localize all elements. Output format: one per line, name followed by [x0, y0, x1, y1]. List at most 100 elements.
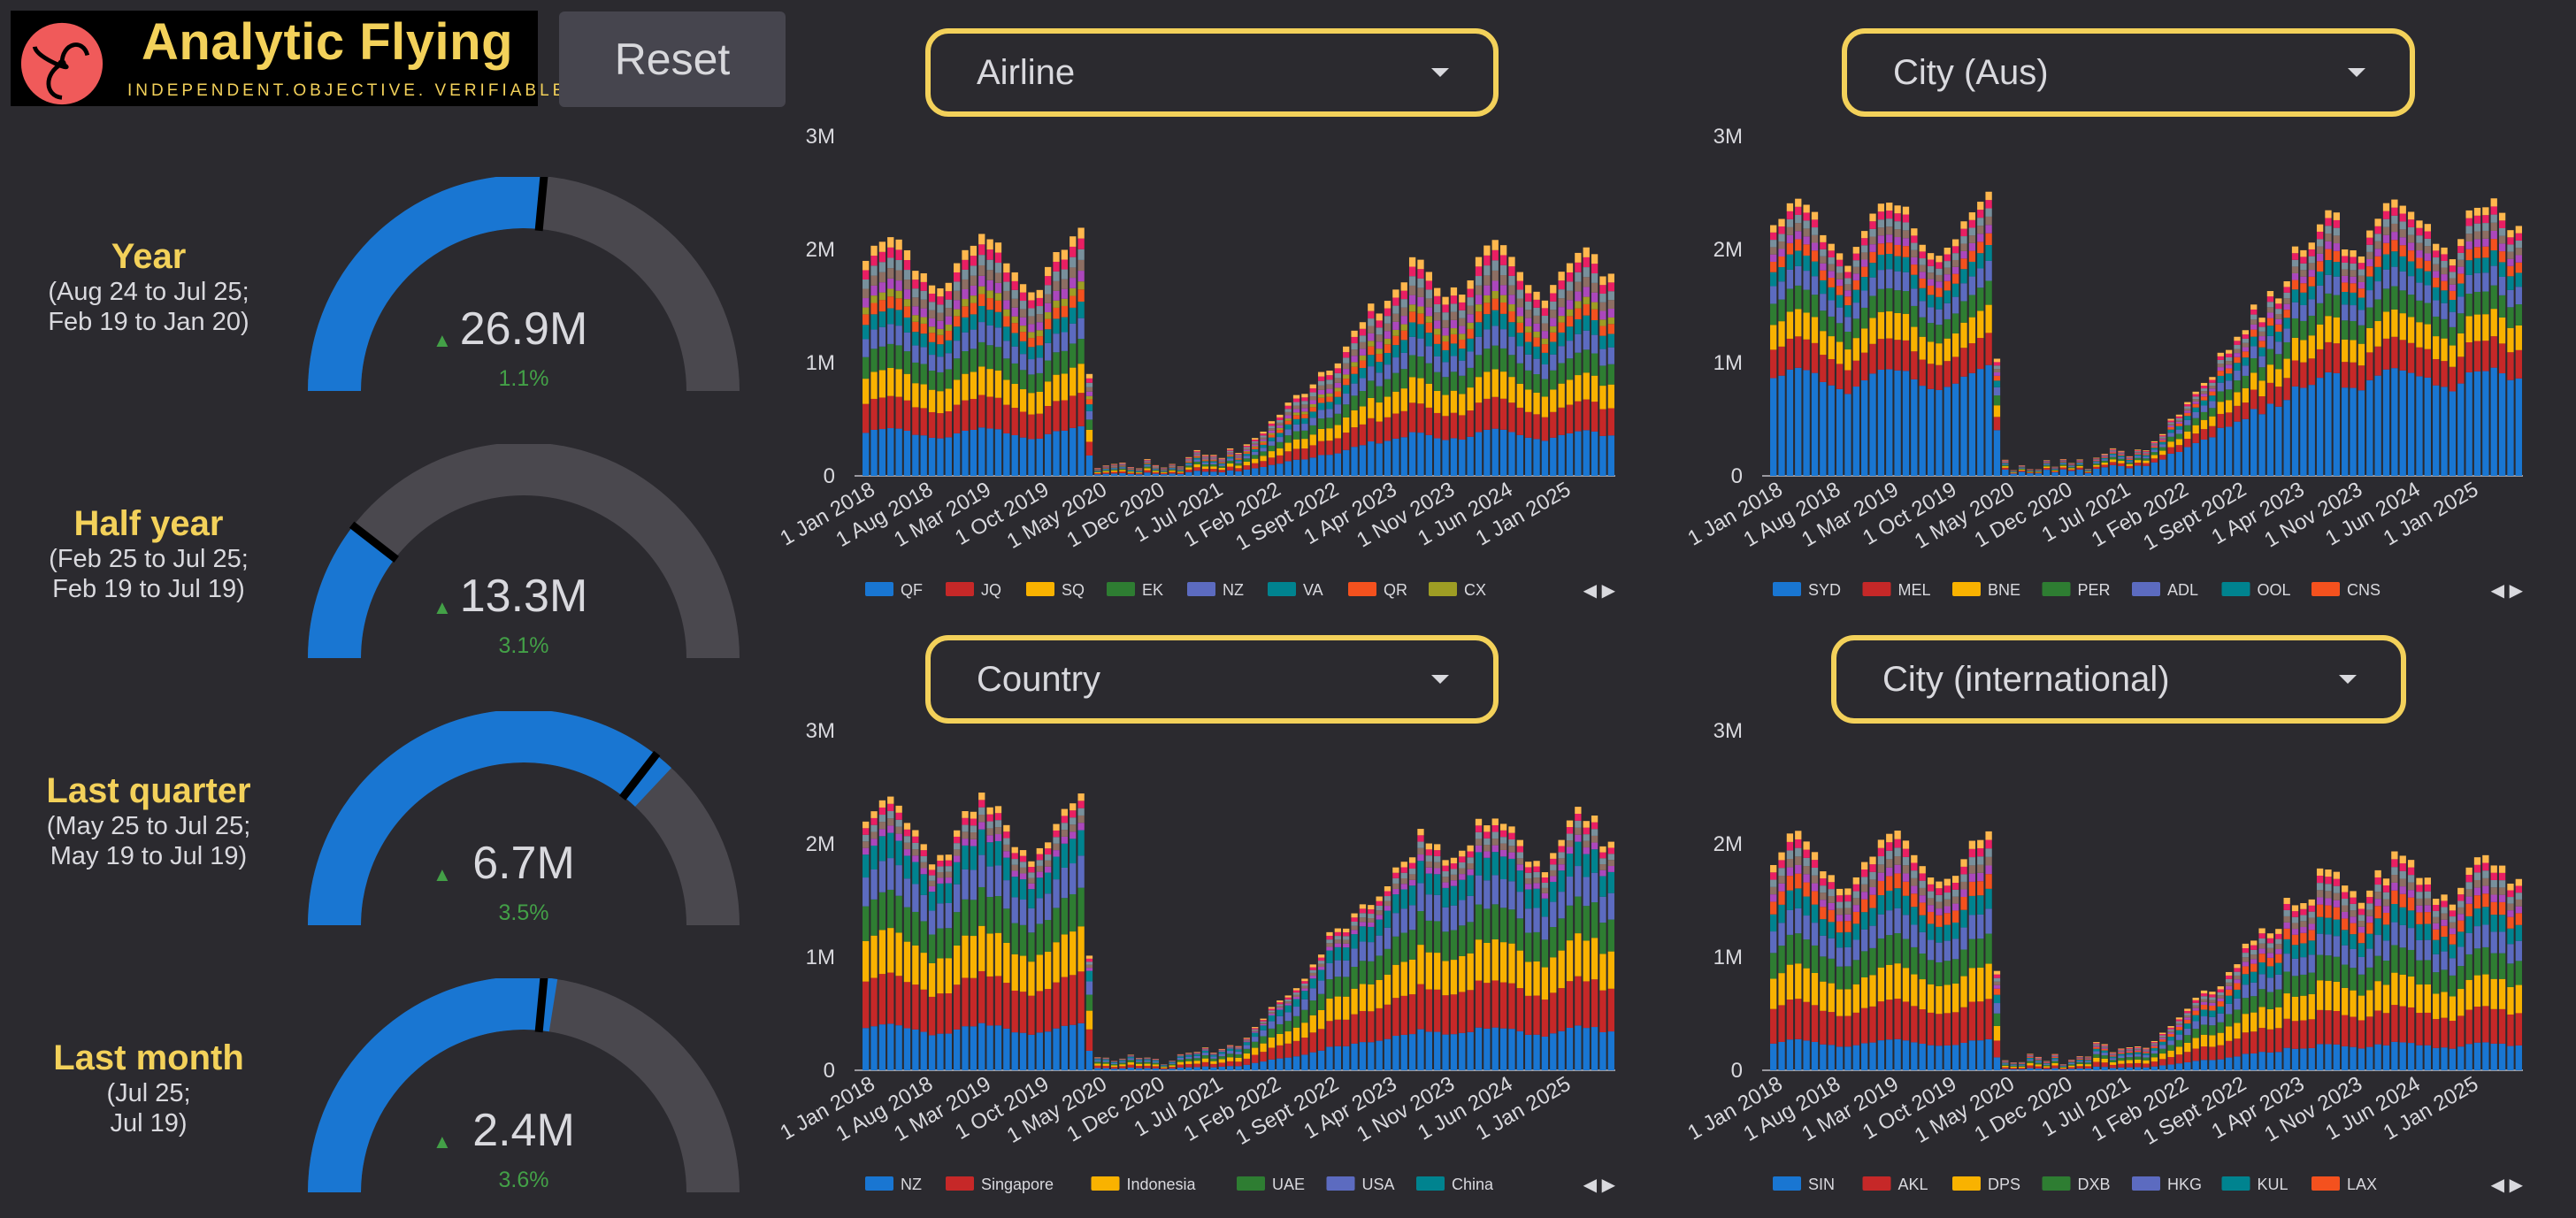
bar-segment-other — [895, 820, 901, 827]
legend-item[interactable]: ADL — [2132, 581, 2198, 599]
bar-segment-other — [2507, 259, 2513, 266]
legend-pager-arrows[interactable]: ◀ ▶ — [1583, 581, 1616, 601]
bar-segment-sq — [1260, 456, 1266, 461]
bar-segment-lax — [2516, 913, 2522, 924]
bar-segment-other — [1500, 823, 1506, 830]
bar-segment-sq — [1128, 471, 1134, 472]
bar-segment-other — [1795, 207, 1801, 215]
legend-pager-arrows[interactable]: ◀ ▶ — [1583, 1176, 1616, 1195]
legend-item[interactable]: SYD — [1773, 581, 1841, 599]
bar-segment-other — [1567, 840, 1573, 846]
legend-item[interactable]: KUL — [2222, 1176, 2288, 1193]
bar-segment-nz — [1185, 464, 1192, 466]
bar-segment-adl — [2159, 444, 2166, 447]
legend-item[interactable]: AKL — [1863, 1176, 1928, 1193]
bar-segment-other — [1210, 455, 1216, 456]
legend-item[interactable]: USA — [1327, 1176, 1395, 1193]
bar-segment-indonesia — [1558, 951, 1564, 988]
bar-segment-per — [2474, 292, 2480, 315]
legend-item[interactable]: NZ — [1187, 581, 1244, 599]
bar-segment-other — [879, 252, 886, 262]
legend-item[interactable]: BNE — [1952, 581, 2020, 599]
legend-item[interactable]: OOL — [2222, 581, 2291, 599]
bar-segment-other — [2184, 1015, 2190, 1017]
legend-item[interactable]: EK — [1107, 581, 1163, 599]
legend-item[interactable]: SQ — [1026, 581, 1085, 599]
bar-segment-qr — [1351, 367, 1357, 374]
bar-segment-other — [2218, 367, 2224, 371]
bar-segment-other — [2151, 444, 2158, 445]
bar-segment-other — [2391, 208, 2397, 216]
bar-segment-other — [1169, 464, 1175, 465]
bar-segment-other — [879, 822, 886, 829]
legend-item[interactable]: NZ — [865, 1176, 922, 1193]
reset-button[interactable]: Reset — [559, 11, 786, 107]
bar-segment-akl — [2309, 1019, 2315, 1048]
bar-segment-other — [2201, 383, 2207, 386]
bar-segment-other — [1244, 446, 1250, 448]
legend-item[interactable]: China — [1416, 1176, 1494, 1193]
legend-item[interactable]: QR — [1348, 581, 1407, 599]
bar-segment-syd — [2242, 419, 2249, 476]
bar-segment-jq — [946, 411, 952, 437]
legend-pager-arrows[interactable]: ◀ ▶ — [2491, 581, 2524, 601]
bar-segment-other — [1795, 865, 1801, 874]
legend-item[interactable]: QF — [865, 581, 923, 599]
bar-stack — [1442, 297, 1448, 476]
legend-item[interactable]: Singapore — [946, 1176, 1054, 1193]
bar-segment-hkg — [1836, 947, 1843, 966]
bar-segment-other — [1269, 431, 1275, 433]
bar-segment-other — [1276, 1002, 1283, 1004]
airline-dropdown[interactable]: Airline — [925, 28, 1499, 117]
city-aus-dropdown[interactable]: City (Aus) — [1842, 28, 2415, 117]
bar-segment-per — [2275, 354, 2281, 369]
legend-item[interactable]: HKG — [2132, 1176, 2202, 1193]
bar-segment-nz — [1558, 346, 1564, 363]
legend-item[interactable]: SIN — [1773, 1176, 1835, 1193]
bar-segment-other — [1210, 456, 1216, 457]
legend-pager-arrows[interactable]: ◀ ▶ — [2491, 1176, 2524, 1195]
bar-segment-ool — [2151, 448, 2158, 449]
bar-segment-sq — [1368, 398, 1374, 418]
bar-segment-other — [2482, 207, 2488, 215]
bar-stack — [2457, 239, 2464, 476]
bar-segment-other — [1861, 885, 1867, 892]
legend-item[interactable]: CX — [1429, 581, 1486, 599]
legend-swatch — [2222, 582, 2250, 596]
bar-stack — [1194, 450, 1200, 476]
bar-segment-dps — [2118, 1061, 2124, 1064]
bar-segment-other — [1820, 235, 1826, 242]
bar-segment-bne — [2110, 459, 2116, 462]
legend-item[interactable]: UAE — [1237, 1176, 1305, 1193]
bar-segment-kul — [2416, 924, 2422, 940]
bar-segment-other — [1077, 816, 1084, 823]
legend-item[interactable]: VA — [1268, 581, 1323, 599]
bar-segment-other — [2060, 460, 2066, 461]
bar-segment-akl — [1952, 1012, 1959, 1045]
bar-segment-va — [929, 342, 935, 355]
bar-segment-adl — [1920, 301, 1926, 317]
legend-item[interactable]: CNS — [2312, 581, 2380, 599]
bar-segment-other — [2209, 992, 2215, 994]
bar-segment-other — [1787, 850, 1793, 859]
bar-segment-other — [870, 276, 877, 286]
bar-segment-other — [1836, 902, 1843, 908]
bar-segment-other — [1903, 849, 1909, 857]
bar-segment-other — [1077, 801, 1084, 808]
legend-item[interactable]: DXB — [2043, 1176, 2111, 1193]
bar-segment-ool — [2118, 456, 2124, 457]
bar-segment-other — [962, 818, 968, 825]
legend-item[interactable]: DPS — [1952, 1176, 2020, 1193]
bar-segment-other — [862, 841, 869, 847]
legend-item[interactable]: LAX — [2312, 1176, 2377, 1193]
bar-segment-indonesia — [1459, 956, 1465, 992]
legend-item[interactable]: Indonesia — [1092, 1176, 1197, 1193]
bar-stack — [1128, 1054, 1134, 1070]
bar-segment-nz — [1094, 1068, 1100, 1070]
legend-item[interactable]: JQ — [946, 581, 1001, 599]
bar-segment-other — [1227, 448, 1233, 449]
bar-segment-akl — [2193, 1048, 2199, 1061]
legend-item[interactable]: MEL — [1863, 581, 1931, 599]
bar-segment-mel — [1844, 371, 1851, 395]
legend-item[interactable]: PER — [2043, 581, 2111, 599]
